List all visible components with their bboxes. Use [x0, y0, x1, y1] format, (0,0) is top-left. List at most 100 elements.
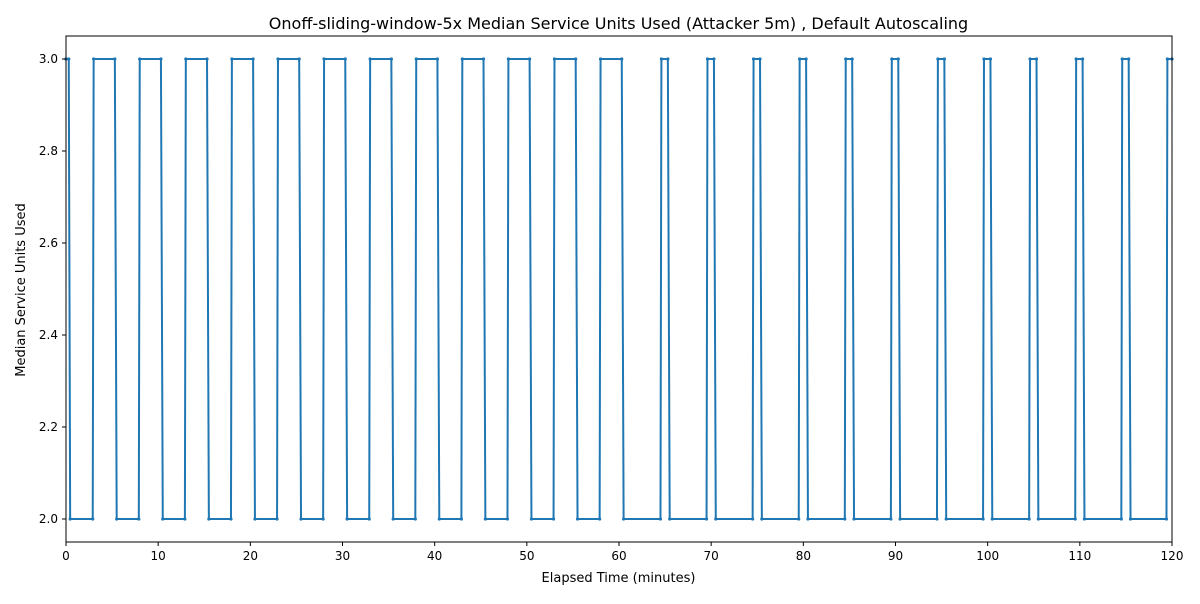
data-point — [253, 517, 257, 521]
data-point — [481, 57, 486, 61]
y-tick-label: 3.0 — [39, 52, 58, 66]
data-point — [1081, 57, 1085, 61]
data-point — [68, 517, 72, 521]
y-tick-label: 2.8 — [39, 144, 58, 158]
data-point — [760, 517, 764, 521]
x-tick-label: 40 — [427, 549, 442, 563]
data-point — [798, 57, 802, 61]
data-point — [1128, 517, 1133, 521]
data-point — [1027, 517, 1031, 521]
data-point — [981, 517, 985, 521]
data-point — [659, 57, 664, 61]
data-point — [483, 517, 487, 521]
data-point — [207, 517, 211, 521]
data-point — [1073, 517, 1077, 521]
data-point — [1164, 517, 1169, 521]
data-point — [898, 517, 902, 521]
data-point — [988, 57, 993, 61]
x-tick-label: 80 — [796, 549, 811, 563]
x-tick-label: 60 — [611, 549, 626, 563]
data-point — [367, 517, 371, 521]
data-point — [389, 57, 393, 61]
data-point — [529, 517, 534, 521]
data-point — [230, 57, 234, 61]
data-point — [460, 57, 464, 61]
data-point — [1165, 57, 1169, 61]
data-point — [115, 517, 119, 521]
data-point — [276, 57, 280, 61]
x-tick-label: 90 — [888, 549, 903, 563]
y-tick-label: 2.6 — [39, 236, 58, 250]
x-tick-label: 100 — [976, 549, 999, 563]
data-point — [620, 57, 624, 61]
data-point — [159, 57, 163, 61]
data-point — [982, 57, 986, 61]
data-point — [205, 57, 209, 61]
data-point — [161, 517, 165, 521]
data-point — [574, 57, 578, 61]
x-tick-label: 0 — [62, 549, 70, 563]
x-axis-ticks: 0 10 20 30 40 50 60 70 80 90 100 110 120 — [62, 542, 1183, 563]
data-point — [658, 517, 663, 521]
data-point — [704, 517, 709, 521]
x-axis-label: Elapsed Time (minutes) — [542, 571, 696, 586]
data-point — [936, 57, 940, 61]
data-point — [751, 517, 755, 521]
data-point — [414, 57, 418, 61]
data-point — [528, 57, 532, 61]
data-point — [852, 517, 856, 521]
data-point — [368, 57, 372, 61]
data-point — [251, 57, 255, 61]
data-point — [843, 517, 847, 521]
data-point — [666, 57, 670, 61]
data-point — [343, 57, 347, 61]
data-point — [229, 517, 233, 521]
data-point — [137, 517, 141, 521]
data-point — [437, 517, 441, 521]
data-point — [183, 517, 187, 521]
x-tick-label: 20 — [243, 549, 258, 563]
data-point — [1034, 57, 1039, 61]
data-point — [622, 517, 626, 521]
data-point — [598, 57, 603, 61]
data-point — [413, 517, 417, 521]
data-point — [1074, 57, 1078, 61]
data-point — [1082, 517, 1087, 521]
data-point — [506, 57, 510, 61]
data-point — [797, 517, 801, 521]
data-point — [299, 517, 303, 521]
data-point — [1120, 57, 1124, 61]
x-tick-label: 120 — [1161, 549, 1184, 563]
x-tick-label: 110 — [1068, 549, 1091, 563]
chart-title: Onoff-sliding-window-5x Median Service U… — [269, 14, 968, 33]
data-point — [1127, 57, 1131, 61]
data-point — [896, 57, 900, 61]
data-point — [297, 57, 301, 61]
data-point — [391, 517, 395, 521]
data-point — [552, 57, 557, 61]
data-point — [714, 517, 718, 521]
data-point — [345, 517, 349, 521]
data-point — [751, 57, 756, 61]
data-point — [113, 57, 117, 61]
data-point — [890, 57, 894, 61]
data-point — [806, 517, 810, 521]
data-point — [889, 517, 893, 521]
data-point — [712, 57, 716, 61]
data-point — [1119, 517, 1123, 521]
x-tick-label: 70 — [704, 549, 719, 563]
data-point — [598, 517, 602, 521]
data-point — [275, 517, 279, 521]
data-point — [321, 517, 325, 521]
data-point — [1036, 517, 1040, 521]
y-tick-label: 2.4 — [39, 328, 58, 342]
data-point — [844, 57, 848, 61]
data-point — [850, 57, 854, 61]
data-point — [322, 57, 326, 61]
data-point — [935, 517, 939, 521]
y-tick-label: 2.0 — [39, 512, 58, 526]
data-point — [551, 517, 556, 521]
y-axis-label: Median Service Units Used — [14, 203, 29, 377]
